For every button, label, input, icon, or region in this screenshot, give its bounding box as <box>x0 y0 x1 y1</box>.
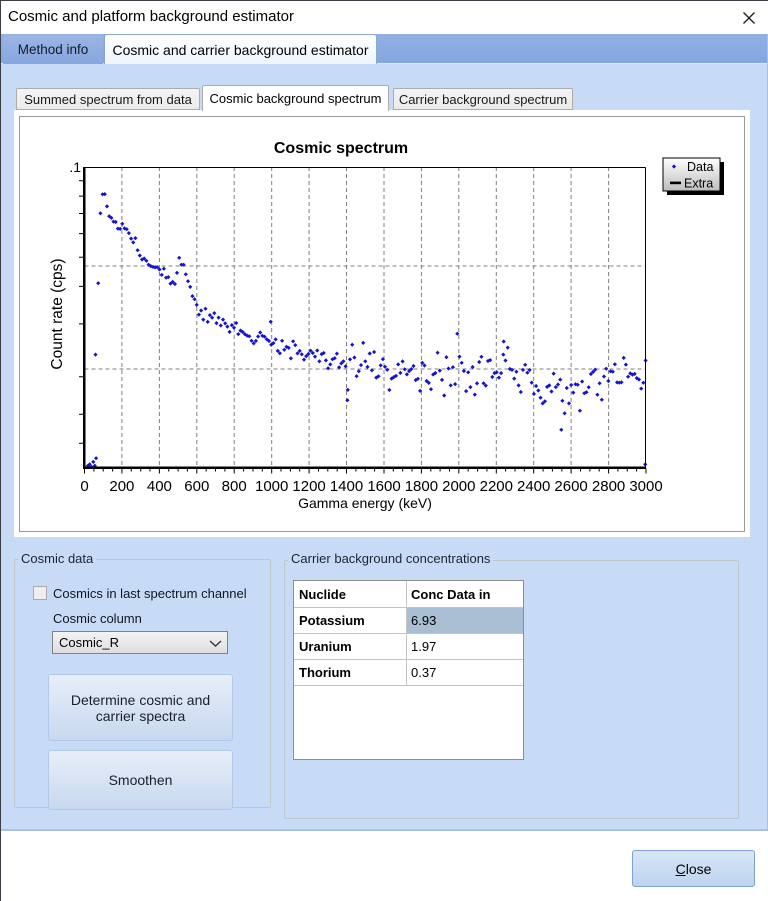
svg-text:.1: .1 <box>69 159 81 175</box>
svg-text:800: 800 <box>222 478 247 495</box>
svg-text:1400: 1400 <box>330 478 363 495</box>
svg-text:1600: 1600 <box>367 478 400 495</box>
svg-text:Data: Data <box>687 160 713 174</box>
svg-text:1200: 1200 <box>292 478 325 495</box>
svg-text:2000: 2000 <box>442 478 475 495</box>
svg-text:400: 400 <box>147 478 172 495</box>
svg-text:2800: 2800 <box>592 478 625 495</box>
svg-text:0: 0 <box>80 478 88 495</box>
svg-text:2600: 2600 <box>554 478 587 495</box>
svg-text:2200: 2200 <box>480 478 513 495</box>
svg-text:Gamma energy (keV): Gamma energy (keV) <box>298 495 432 511</box>
svg-text:Cosmic spectrum: Cosmic spectrum <box>274 140 408 157</box>
svg-text:1000: 1000 <box>255 478 288 495</box>
svg-text:Extra: Extra <box>684 177 713 191</box>
svg-text:Count rate (cps): Count rate (cps) <box>49 258 66 369</box>
svg-text:200: 200 <box>109 478 134 495</box>
svg-text:600: 600 <box>184 478 209 495</box>
svg-text:3000: 3000 <box>629 478 662 495</box>
svg-text:2400: 2400 <box>517 478 550 495</box>
svg-text:1800: 1800 <box>405 478 438 495</box>
